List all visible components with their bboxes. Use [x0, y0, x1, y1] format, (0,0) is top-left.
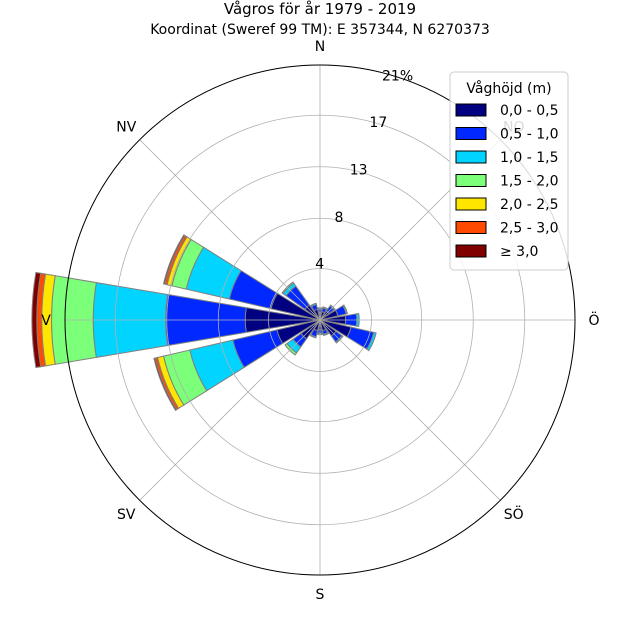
- direction-label-5: SV: [117, 507, 136, 523]
- grid-ring: [166, 166, 474, 474]
- sector-bar-3-bin-2: [342, 304, 349, 315]
- legend-box: [449, 71, 569, 271]
- radial-tick-label-1: 8: [334, 210, 343, 226]
- radial-tick-label-0: 4: [315, 256, 324, 272]
- direction-label-7: NV: [116, 119, 136, 135]
- legend-label-5: 2,5 - 3,0: [500, 221, 558, 237]
- outer-ring: [64, 64, 576, 576]
- grid-ring: [217, 217, 423, 423]
- grid-spoke: [319, 319, 501, 501]
- sector-bar-5-bin-2: [366, 331, 377, 352]
- legend-swatch-6: [455, 244, 487, 258]
- legend-swatch-0: [455, 103, 487, 117]
- grid-spoke: [139, 139, 321, 321]
- legend-label-6: ≥ 3,0: [500, 244, 538, 260]
- radial-tick-label-3: 17: [369, 115, 387, 131]
- polar-grid: [64, 64, 576, 576]
- grid-ring: [114, 114, 526, 526]
- radial-tick-label-2: 13: [350, 162, 368, 178]
- legend-swatch-3: [455, 174, 487, 187]
- direction-label-6: V: [41, 313, 51, 329]
- sector-bar-15-bin-2: [310, 302, 318, 308]
- legend-swatch-4: [455, 197, 487, 211]
- radial-tick-labels: 4 8 13 17 21%: [315, 68, 413, 272]
- legend-label-3: 1,5 - 2,0: [500, 174, 558, 190]
- sector-bar-11-bin-6: [153, 357, 178, 411]
- chart-subtitle: Koordinat (Sweref 99 TM): E 357344, N 62…: [150, 22, 490, 38]
- radial-tick-label-4: 21%: [382, 68, 413, 84]
- sector-bar-1-bin-2: [322, 306, 328, 311]
- grid-ring: [268, 268, 372, 372]
- sector-bars: [31, 234, 377, 411]
- direction-label-4: S: [316, 587, 325, 603]
- direction-label-0: N: [315, 39, 325, 55]
- legend-swatch-1: [455, 127, 487, 140]
- legend-title: Våghöjd (m): [466, 80, 551, 97]
- sector-bar-7-bin-2: [322, 331, 330, 337]
- sector-bar-13-bin-6: [162, 234, 186, 285]
- legend: Våghöjd (m) 0,0 - 0,5 0,5 - 1,0 1,0 - 1,5 1…: [449, 71, 569, 271]
- grid-spoke: [139, 319, 321, 501]
- direction-label-3: SÖ: [504, 505, 524, 523]
- direction-label-2: Ö: [588, 311, 599, 329]
- legend-label-2: 1,0 - 1,5: [500, 150, 558, 166]
- legend-label-4: 2,0 - 2,5: [500, 197, 558, 213]
- sector-bar-9-bin-2: [309, 333, 317, 339]
- legend-label-1: 0,5 - 1,0: [500, 127, 558, 143]
- sector-bar-12-bin-6: [31, 271, 42, 369]
- legend-swatch-5: [455, 221, 487, 234]
- chart-title: Vågros för år 1979 - 2019: [224, 0, 416, 18]
- legend-swatch-2: [455, 150, 487, 164]
- legend-label-0: 0,0 - 0,5: [500, 103, 558, 119]
